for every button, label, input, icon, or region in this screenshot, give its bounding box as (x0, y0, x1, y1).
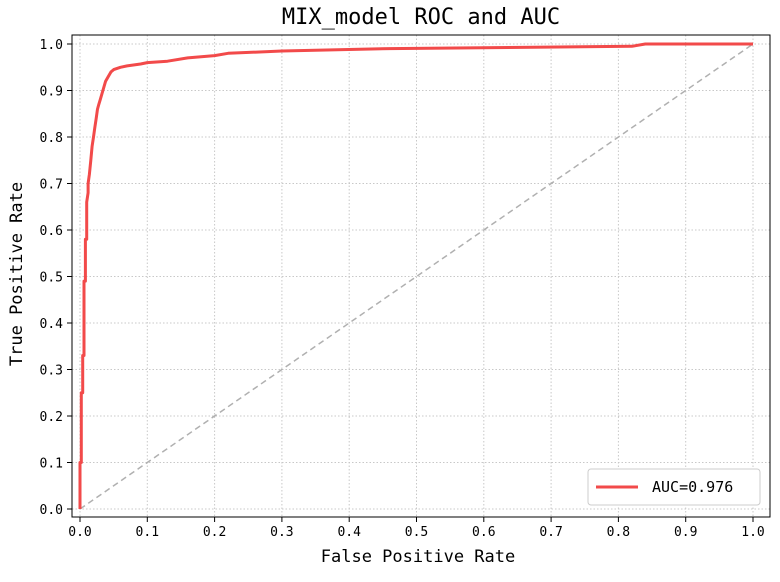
x-tick-label: 0.7 (539, 525, 562, 540)
x-tick-label: 0.6 (472, 525, 495, 540)
x-ticks: 0.0 0.1 0.2 0.3 0.4 0.5 0.6 0.7 0.8 0.9 1.0 (68, 517, 765, 540)
plot-frame (71, 34, 771, 518)
x-axis-label: False Positive Rate (321, 547, 515, 567)
x-tick-label: 1.0 (741, 525, 764, 540)
y-tick-label: 0.2 (40, 410, 63, 425)
legend-box (587, 468, 761, 506)
x-tick-label: 0.4 (337, 525, 361, 540)
x-tick-label: 0.8 (607, 525, 630, 540)
y-tick-label: 0.7 (40, 178, 63, 193)
y-tick-label: 0.9 (40, 85, 63, 100)
y-axis-label: True Positive Rate (7, 182, 27, 366)
y-tick-label: 0.5 (40, 271, 63, 286)
y-tick-label: 0.3 (40, 364, 63, 379)
x-tick-label: 0.5 (405, 525, 428, 540)
grid (72, 35, 770, 517)
y-tick-label: 0.8 (40, 131, 63, 146)
y-tick-label: 0.1 (40, 457, 63, 472)
x-tick-label: 0.2 (203, 525, 226, 540)
y-tick-label: 0.0 (40, 503, 63, 518)
legend-label: AUC=0.976 (652, 478, 733, 496)
chart-title: MIX_model ROC and AUC (282, 5, 560, 30)
x-tick-label: 0.9 (674, 525, 697, 540)
diagonal-reference (79, 43, 754, 510)
diagonal-line (79, 43, 754, 510)
y-tick-label: 1.0 (40, 38, 63, 53)
legend: AUC=0.976 (587, 468, 761, 506)
y-tick-label: 0.6 (40, 224, 63, 239)
x-tick-label: 0.1 (136, 525, 159, 540)
y-tick-label: 0.4 (40, 317, 64, 332)
roc-curves (78, 42, 753, 509)
roc-curve-line (78, 42, 753, 509)
x-tick-label: 0.0 (68, 525, 91, 540)
y-ticks: 0.0 0.1 0.2 0.3 0.4 0.5 0.6 0.7 0.8 0.9 1.0 (40, 38, 72, 518)
x-tick-label: 0.3 (270, 525, 293, 540)
